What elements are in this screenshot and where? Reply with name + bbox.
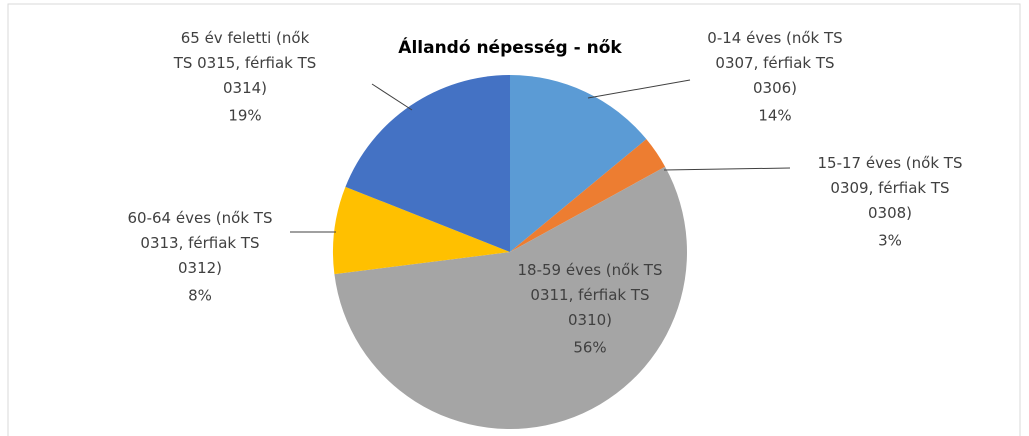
leader-line: [371, 83, 413, 111]
label-line: 0306): [753, 79, 797, 97]
value-label: 8%: [188, 287, 212, 305]
value-label: 56%: [573, 339, 606, 357]
leader-line: [587, 79, 691, 99]
slice-label: 0-14 éves (nők TS 0307, férfiak TS 0306): [707, 29, 842, 97]
pie-slice: [345, 75, 510, 252]
label-line: 0311, férfiak TS: [530, 286, 649, 304]
label-line: 0314): [223, 79, 267, 97]
value-label: 19%: [228, 107, 261, 125]
label-line: 0309, férfiak TS: [830, 179, 949, 197]
value-label: 3%: [878, 232, 902, 250]
pie-slice: [334, 166, 687, 429]
label-line: 0310): [568, 311, 612, 329]
label-line: 18-59 éves (nők TS: [518, 261, 663, 279]
label-line: 0308): [868, 204, 912, 222]
label-line: 65 év feletti (nők: [181, 29, 310, 47]
label-line: 60-64 éves (nők TS: [128, 209, 273, 227]
label-line: 0313, férfiak TS: [140, 234, 259, 252]
pie-slice: [510, 139, 666, 252]
label-line: 0-14 éves (nők TS: [707, 29, 842, 47]
pie-slice: [333, 186, 510, 275]
slice-label: 15-17 éves (nők TS 0309, férfiak TS 0308): [818, 154, 963, 222]
label-line: 0312): [178, 259, 222, 277]
leader-line: [663, 167, 791, 171]
label-line: TS 0315, férfiak TS: [173, 54, 317, 72]
label-line: 0307, férfiak TS: [715, 54, 834, 72]
pie-slice: [510, 75, 647, 252]
slice-label: 65 év feletti (nők TS 0315, férfiak TS 031…: [173, 29, 317, 97]
slice-label: 60-64 éves (nők TS 0313, férfiak TS 0312): [128, 209, 273, 277]
chart-title: Állandó népesség - nők: [398, 36, 622, 58]
slice-label: 18-59 éves (nők TS 0311, férfiak TS 0310): [518, 261, 663, 329]
label-line: 15-17 éves (nők TS: [818, 154, 963, 172]
value-label: 14%: [758, 107, 791, 125]
